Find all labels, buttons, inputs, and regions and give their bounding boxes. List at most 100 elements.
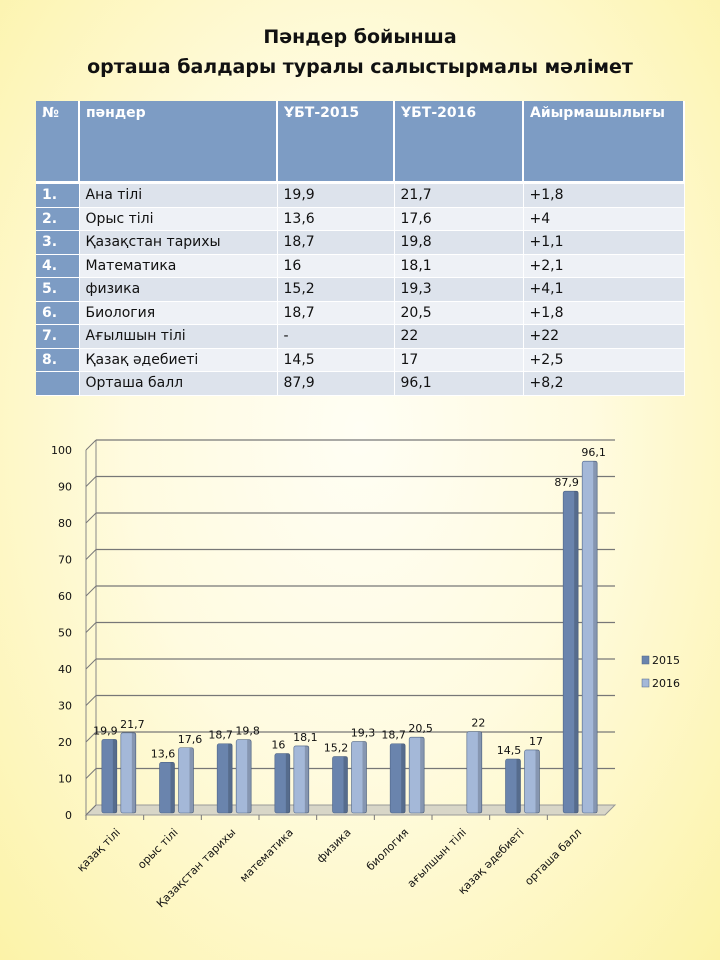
row-number: 6. [36,301,80,325]
y-tick-label: 20 [58,736,72,749]
difference: +22 [523,324,685,349]
y-tick-label: 0 [65,809,72,822]
bar-2016 [235,739,252,814]
difference: +1,8 [523,182,685,208]
difference: +8,2 [523,371,685,396]
bar-2016 [293,745,310,814]
score-2015: - [277,324,395,349]
bar-shade [420,737,425,813]
table-row: Орташа балл 87,9 96,1 +8,2 [36,371,685,396]
legend-swatch-2016 [641,678,650,688]
x-category-label: ағылшын тілі [405,826,469,890]
title-line-1: Пәндер бойынша [263,26,457,48]
bar-2015 [332,756,348,814]
gridline-diagonal [85,804,97,816]
row-number: 1. [36,182,80,208]
row-number: 8. [36,348,80,372]
y-tick-label: 100 [51,444,72,457]
score-2015: 19,9 [277,182,395,208]
bar-shade [343,756,348,813]
score-2015: 18,7 [277,301,395,325]
table-row: 1. Ана тілі 19,9 21,7 +1,8 [36,182,685,208]
y-tick-label: 10 [58,773,72,786]
score-2015: 13,6 [277,207,395,231]
data-label-2015: 16 [271,739,285,752]
bar-shade [228,743,233,813]
bar-2016 [351,741,367,814]
score-2015: 16 [277,254,395,278]
header-2015: ҰБТ-2015 [277,101,395,184]
data-label-2015: 13,6 [151,747,176,760]
legend-swatch-2015 [641,655,650,665]
data-label-2016: 22 [471,717,485,730]
x-category-label: биология [364,826,411,873]
bar-2015 [389,743,406,814]
data-label-2015: 18,7 [208,729,233,742]
score-2016: 96,1 [394,371,524,396]
data-label-2015: 15,2 [324,742,349,755]
row-number: 5. [36,277,80,302]
score-2015: 15,2 [277,277,395,302]
header-subject: пәндер [79,101,278,184]
legend-label-2016: 2016 [652,677,680,690]
data-label-2015: 18,7 [381,729,406,742]
gridline-diagonal [85,695,97,706]
data-label-2015: 87,9 [554,476,579,489]
score-2016: 22 [394,324,524,349]
difference: +2,5 [523,348,685,372]
data-label-2016: 17 [529,735,543,748]
score-2016: 17,6 [394,207,524,231]
data-label-2015: 14,5 [497,744,522,757]
x-category-label: физика [314,826,354,866]
difference: +4 [523,207,685,231]
title-line-2: орташа балдары туралы салыстырмалы мәлім… [87,56,633,78]
score-2015: 87,9 [277,371,395,396]
subject: Қазақ әдебиеті [79,348,278,372]
header-number: № [36,101,80,184]
gridline-diagonal [85,439,97,451]
subject: Ана тілі [79,182,278,208]
y-tick-label: 40 [58,663,72,676]
gridline-diagonal [85,658,97,670]
y-tick-label: 70 [58,554,72,567]
bar-2016 [466,731,483,814]
bar-shade [170,762,175,813]
difference: +1,1 [523,230,685,255]
bar-2016 [581,460,598,814]
bar-2016 [120,732,137,814]
y-tick-label: 80 [58,517,72,530]
table-row: 3. Қазақстан тарихы 18,7 19,8 +1,1 [36,230,685,255]
row-number: 2. [36,207,80,231]
subject: Орташа балл [79,371,278,396]
bar-shade [401,743,406,813]
legend-label-2015: 2015 [652,654,680,667]
gridline-diagonal [85,731,97,743]
data-label-2016: 17,6 [178,733,203,746]
bar-shade [131,732,136,813]
bar-shade [574,491,579,813]
difference: +4,1 [523,277,685,302]
table-row: 5. физика 15,2 19,3 +4,1 [36,277,685,302]
bar-shade [304,745,309,813]
bar-shade [362,741,367,813]
score-2016: 21,7 [394,182,524,208]
table-row: 8. Қазақ әдебиеті 14,5 17 +2,5 [36,348,685,372]
data-label-2016: 96,1 [581,446,606,459]
bar-2015 [101,739,118,814]
x-category-label: орыс тілі [135,826,181,872]
bar-shade [189,747,194,813]
data-label-2016: 21,7 [120,718,145,731]
bar-shade [112,739,117,813]
bar-2015 [216,743,233,814]
bar-2015 [159,762,175,814]
score-2016: 20,5 [394,301,524,325]
row-number [36,371,80,396]
bar-2016 [178,747,194,814]
subject: Математика [79,254,278,278]
row-number: 4. [36,254,80,278]
bar-2016 [524,749,540,814]
x-category-label: орташа балл [522,826,584,888]
score-2016: 19,8 [394,230,524,255]
bar-shade [477,731,482,813]
bar-2015 [562,490,579,814]
